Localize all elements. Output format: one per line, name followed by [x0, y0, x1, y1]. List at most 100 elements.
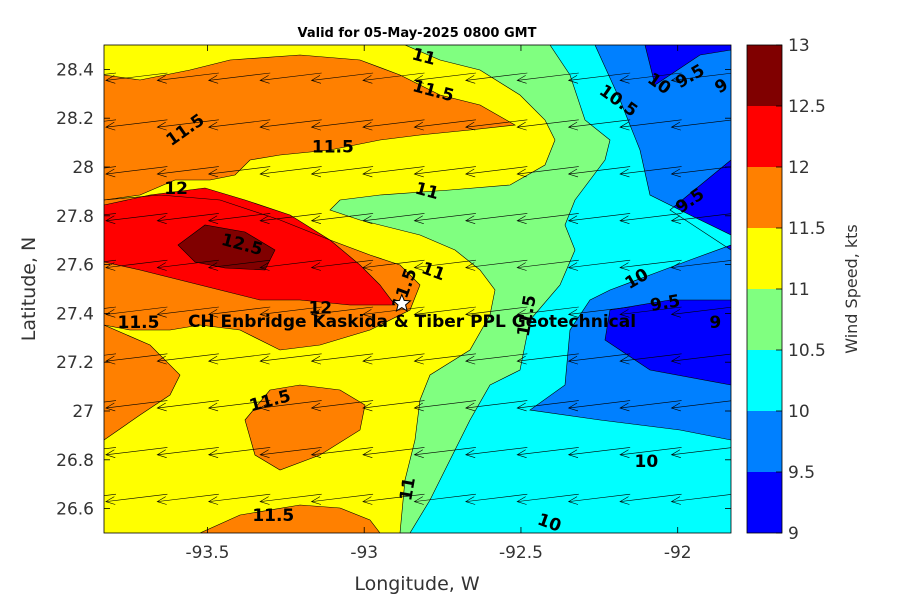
wind-arrow	[516, 306, 579, 318]
wind-arrow	[567, 493, 631, 505]
wind-arrow	[259, 72, 322, 84]
wind-arrow	[310, 493, 374, 505]
wind-arrow	[516, 400, 579, 412]
wind-arrow	[310, 447, 374, 459]
contour-label: 11.5	[252, 506, 294, 526]
wind-arrow	[104, 306, 117, 309]
contour-band-11.5-12-west	[104, 325, 180, 440]
wind-arrow	[516, 166, 579, 178]
wind-arrow	[259, 447, 322, 459]
wind-arrow	[465, 166, 528, 178]
wind-arrow	[567, 306, 631, 318]
wind-arrow	[670, 260, 731, 271]
wind-arrow	[105, 72, 168, 84]
wind-arrow	[207, 166, 271, 178]
wind-arrow	[207, 353, 271, 365]
wind-arrow	[105, 306, 168, 318]
wind-arrow	[516, 72, 579, 84]
wind-arrow	[619, 447, 682, 459]
wind-arrow	[413, 353, 476, 365]
contour-band-12.5-13	[178, 225, 275, 270]
wind-arrow	[310, 306, 374, 318]
wind-arrow	[362, 493, 425, 505]
wind-arrow	[516, 119, 579, 131]
wind-arrow	[105, 493, 168, 505]
x-tick-label: -93.5	[185, 543, 229, 563]
wind-arrow	[567, 447, 631, 459]
contour-band-11.5-12-bottom	[200, 505, 380, 533]
wind-arrow	[105, 447, 168, 459]
y-tick-label: 27.6	[56, 256, 94, 276]
chart-title: Valid for 05-May-2025 0800 GMT	[298, 26, 537, 41]
colorbar-band	[747, 289, 782, 350]
x-tick-label: -93	[350, 543, 378, 563]
wind-arrow	[156, 166, 219, 178]
wind-arrow	[619, 213, 682, 225]
wind-arrow	[567, 213, 631, 225]
site-marker: CH Enbridge Kaskida & Tiber PPL Geotechn…	[188, 293, 636, 332]
colorbar-band	[747, 106, 782, 167]
wind-arrow	[207, 119, 271, 131]
wind-arrow	[413, 166, 476, 178]
colorbar-tick-label: 10	[788, 402, 810, 422]
y-tick-label: 26.8	[56, 451, 94, 471]
contour-label: 9	[709, 313, 721, 333]
wind-arrow	[156, 213, 219, 225]
wind-arrow	[259, 353, 322, 365]
wind-arrow	[362, 166, 425, 178]
y-tick-label: 27.4	[56, 304, 94, 324]
wind-arrow	[104, 353, 117, 356]
y-tick-label: 27.8	[56, 207, 94, 227]
wind-arrow	[310, 353, 374, 365]
wind-arrow	[362, 306, 425, 318]
wind-arrow	[670, 166, 731, 178]
plot-frame	[103, 44, 732, 534]
wind-arrow	[567, 353, 631, 365]
wind-arrow	[619, 72, 682, 84]
wind-arrow	[104, 400, 117, 403]
wind-arrow	[156, 447, 219, 459]
wind-arrow	[619, 259, 682, 271]
colorbar-label: Wind Speed, kts	[842, 224, 861, 354]
wind-arrow	[516, 493, 579, 505]
wind-arrow	[310, 213, 374, 225]
wind-arrow	[207, 447, 271, 459]
wind-arrow	[207, 493, 271, 505]
wind-arrow	[105, 213, 168, 225]
wind-arrow	[156, 353, 219, 365]
contour-label: 11.5	[312, 137, 354, 157]
site-star-icon	[392, 293, 412, 312]
wind-arrow	[465, 72, 528, 84]
wind-arrow	[54, 541, 116, 551]
wind-arrow	[619, 306, 682, 318]
y-tick-label: 27.2	[56, 353, 94, 373]
wind-arrow	[567, 119, 631, 131]
wind-arrow	[567, 72, 631, 84]
x-tick-label: -92.5	[499, 543, 543, 563]
wind-arrow	[105, 119, 168, 131]
wind-arrow	[259, 259, 322, 271]
wind-arrow	[156, 400, 219, 412]
wind-arrow	[104, 447, 117, 450]
wind-arrow	[104, 119, 117, 122]
wind-arrow	[259, 166, 322, 178]
site-label: CH Enbridge Kaskida & Tiber PPL Geotechn…	[188, 312, 636, 332]
wind-arrow	[105, 353, 168, 365]
colorbar-band	[747, 350, 782, 411]
wind-arrow	[156, 493, 219, 505]
wind-arrow	[670, 494, 731, 505]
wind-arrow	[105, 400, 168, 412]
wind-arrow	[362, 400, 425, 412]
colorbar-band	[747, 228, 782, 289]
wind-arrow	[362, 259, 425, 271]
wind-arrow	[413, 447, 476, 459]
wind-arrow	[105, 166, 168, 178]
colorbar-band	[747, 167, 782, 228]
wind-arrow	[567, 166, 631, 178]
wind-arrow	[465, 259, 528, 271]
wind-arrow	[567, 400, 631, 412]
wind-arrow	[413, 72, 476, 84]
wind-arrow	[310, 259, 374, 271]
wind-arrow	[207, 306, 271, 318]
